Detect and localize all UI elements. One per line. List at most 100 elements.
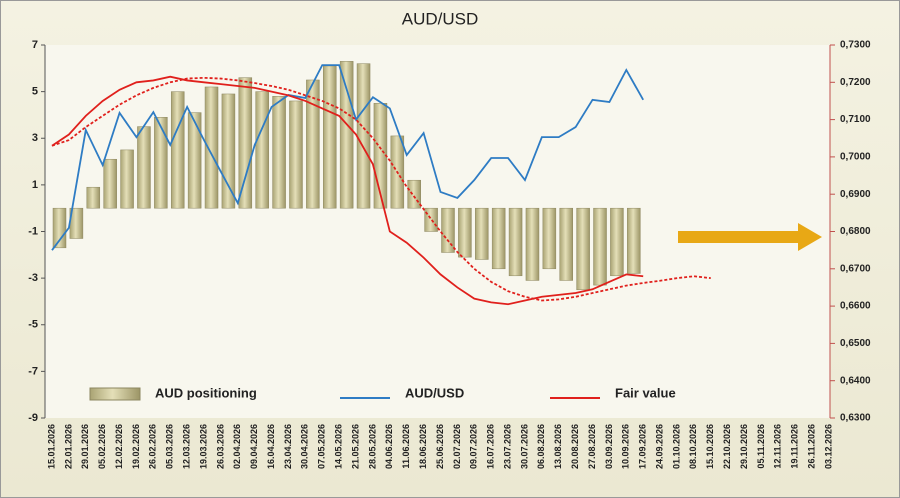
bar	[272, 96, 286, 209]
bar	[52, 207, 67, 249]
bar	[491, 207, 506, 270]
bar	[238, 77, 253, 209]
x-tick-label: 23.07.2026	[502, 424, 512, 469]
x-tick-label: 19.02.2026	[131, 424, 141, 469]
x-tick-label: 27.08.2026	[587, 424, 597, 469]
x-tick-label: 03.12.2026	[823, 424, 833, 469]
y-tick-label: -9	[28, 412, 38, 424]
y-tick-label: 5	[32, 86, 38, 98]
x-tick-label: 02.07.2026	[452, 424, 462, 469]
x-tick-label: 22.01.2026	[63, 424, 73, 469]
x-tick-label: 12.03.2026	[182, 424, 192, 469]
x-tick-label: 11.06.2026	[401, 424, 411, 469]
y2-tick-label: 0,6800	[840, 226, 871, 237]
bar	[120, 149, 134, 209]
x-tick-label: 29.01.2026	[80, 424, 90, 469]
x-tick-label: 05.02.2026	[97, 424, 107, 469]
x-tick-label: 02.04.2026	[232, 424, 242, 469]
y2-tick-label: 0,6300	[840, 413, 871, 424]
x-tick-label: 30.04.2026	[300, 424, 310, 469]
y2-tick-label: 0,7100	[840, 114, 871, 125]
x-tick-label: 01.10.2026	[671, 424, 681, 469]
bar	[508, 207, 523, 277]
legend-label: AUD positioning	[155, 385, 257, 400]
x-tick-label: 29.10.2026	[739, 424, 749, 469]
bar	[356, 63, 371, 209]
y-tick-label: 1	[32, 179, 38, 191]
bar	[576, 207, 590, 291]
y-tick-label: -3	[28, 272, 38, 284]
x-tick-label: 12.11.2026	[773, 424, 783, 469]
chart-title: AUD/USD	[402, 9, 479, 28]
x-tick-label: 19.03.2026	[198, 424, 208, 469]
x-tick-label: 03.09.2026	[604, 424, 614, 469]
x-tick-label: 05.11.2026	[756, 424, 766, 469]
bar	[154, 117, 168, 209]
bar	[103, 158, 117, 209]
bar	[306, 79, 320, 209]
line	[51, 76, 711, 302]
x-tick-label: 05.03.2026	[165, 424, 175, 469]
x-tick-label: 26.03.2026	[215, 424, 225, 469]
x-tick-label: 07.05.2026	[317, 424, 327, 469]
bar	[204, 86, 219, 209]
y2-tick-label: 0,6900	[840, 189, 871, 200]
y2-tick-label: 0,7300	[840, 40, 871, 51]
bar	[542, 207, 557, 270]
x-tick-label: 28.05.2026	[367, 424, 377, 469]
x-tick-label: 20.08.2026	[570, 424, 580, 469]
bar	[407, 179, 421, 209]
bar	[458, 207, 472, 258]
line	[51, 75, 644, 306]
y2-tick-label: 0,7000	[840, 152, 871, 163]
x-tick-label: 17.09.2026	[638, 424, 648, 469]
x-tick-label: 19.11.2026	[790, 424, 800, 469]
bar	[475, 207, 489, 260]
y-tick-label: 3	[32, 132, 38, 144]
x-tick-label: 22.10.2026	[722, 424, 732, 469]
x-tick-label: 14.05.2026	[334, 424, 344, 469]
x-tick-label: 21.05.2026	[350, 424, 360, 469]
bar	[255, 91, 269, 209]
x-tick-label: 09.04.2026	[249, 424, 259, 469]
x-tick-label: 23.04.2026	[283, 424, 293, 469]
x-tick-label: 18.06.2026	[418, 424, 428, 469]
y2-tick-label: 0,7200	[840, 77, 871, 88]
x-tick-label: 24.09.2026	[654, 424, 664, 469]
bar	[221, 93, 236, 209]
y-tick-label: -7	[28, 365, 38, 377]
x-tick-label: 09.07.2026	[469, 424, 479, 469]
bar	[289, 100, 303, 209]
bar	[137, 126, 151, 209]
bar	[187, 112, 202, 209]
x-tick-label: 26.11.2026	[806, 424, 816, 469]
x-tick-label: 15.01.2026	[46, 424, 56, 469]
x-tick-label: 08.10.2026	[688, 424, 698, 469]
bar	[593, 207, 607, 286]
x-tick-label: 25.06.2026	[435, 424, 445, 469]
bar	[627, 207, 641, 274]
y2-tick-label: 0,6500	[840, 338, 871, 349]
legend-label: AUD/USD	[405, 385, 464, 400]
bar	[323, 65, 337, 209]
x-tick-label: 12.02.2026	[114, 424, 124, 469]
bar	[170, 91, 185, 209]
x-tick-label: 30.07.2026	[519, 424, 529, 469]
x-tick-label: 15.10.2026	[705, 424, 715, 469]
x-tick-label: 04.06.2026	[384, 424, 394, 469]
y-tick-label: -1	[28, 225, 38, 237]
bar	[610, 207, 624, 277]
bar	[559, 207, 573, 281]
arrow	[678, 223, 822, 251]
line	[51, 64, 644, 251]
bar	[86, 186, 101, 209]
legend-swatch	[89, 387, 141, 401]
x-tick-label: 10.09.2026	[621, 424, 631, 469]
y-tick-label: -5	[28, 319, 38, 331]
bar	[339, 61, 354, 209]
x-tick-label: 16.04.2026	[266, 424, 276, 469]
y2-tick-label: 0,6600	[840, 301, 871, 312]
x-tick-label: 16.07.2026	[486, 424, 496, 469]
y2-tick-label: 0,6700	[840, 263, 871, 274]
